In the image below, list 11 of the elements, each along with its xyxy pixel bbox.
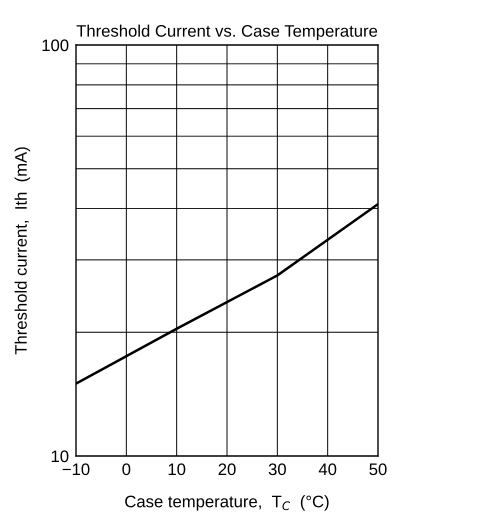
y-axis-title: Threshold current, Ith (mA) — [14, 147, 30, 354]
x-axis-title: Case temperature, T$_{C}$ (°C) — [125, 495, 329, 511]
x-tick-label: 50 — [369, 463, 387, 476]
x-tick-label: 30 — [268, 463, 286, 476]
x-tick-label: 40 — [318, 463, 336, 476]
y-tick-label: 100 — [42, 39, 68, 52]
x-tick-label: 0 — [122, 463, 130, 476]
x-tick-label: −10 — [62, 463, 90, 476]
x-tick-label: 10 — [168, 463, 186, 476]
chart-title: Threshold Current vs. Case Temperature — [76, 24, 378, 40]
x-tick-label: 20 — [218, 463, 236, 476]
